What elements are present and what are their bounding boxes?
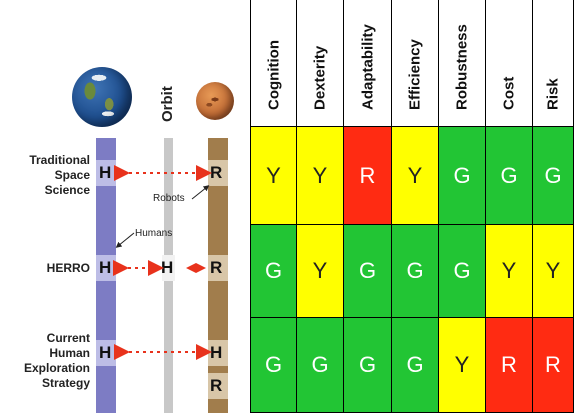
rating-cell: Y: [439, 318, 486, 413]
arrows-overlay: [113, 165, 212, 360]
rating-cell: R: [344, 127, 392, 225]
robots-pointer-icon: [191, 185, 210, 200]
rating-cell: G: [250, 225, 297, 318]
rating-cell: Y: [250, 127, 297, 225]
human-marker: H: [99, 258, 112, 277]
orbit-band-2: [162, 255, 175, 281]
human-marker: H: [99, 343, 112, 362]
earth-band-1: [96, 160, 116, 186]
rating-cell: Y: [297, 127, 344, 225]
column-header-label: Cognition: [265, 40, 282, 110]
header-divider: [250, 126, 574, 127]
mars-band-3: [208, 340, 228, 366]
robot-marker: R: [210, 258, 223, 277]
column-header-label: Robustness: [453, 24, 471, 110]
rating-cell: G: [297, 318, 344, 413]
rating-cell: Y: [533, 225, 574, 318]
column-header-label: Dexterity: [311, 45, 329, 110]
row-label-traditional: Traditional Space Science: [29, 153, 90, 197]
diamond-arrow-icon: [186, 263, 206, 273]
rating-cell: G: [344, 318, 392, 413]
column-header-label: Efficiency: [406, 39, 424, 110]
human-marker: H: [99, 163, 112, 182]
rating-cell: G: [250, 318, 297, 413]
row-label-herro: HERRO: [46, 261, 90, 275]
column-header-label: Risk: [544, 78, 562, 110]
humans-pointer-icon: [115, 232, 135, 248]
rating-cell: Y: [392, 127, 439, 225]
rating-cell: G: [486, 127, 533, 225]
earth-image: [72, 67, 132, 127]
column-header-dexterity: Dexterity: [297, 0, 344, 127]
rating-cell: G: [344, 225, 392, 318]
row-label-current: Current Human Exploration Strategy: [23, 331, 90, 390]
column-header-cognition: Cognition: [250, 0, 297, 127]
rating-cell: G: [439, 225, 486, 318]
rating-cell: G: [439, 127, 486, 225]
rating-cell: G: [392, 318, 439, 413]
column-header-efficiency: Efficiency: [392, 0, 439, 127]
robot-marker: R: [210, 376, 223, 395]
rating-cell: G: [392, 225, 439, 318]
assessment-table: Cognition Y G G Dexterity Y Y G Adaptability R G G E…: [250, 0, 574, 413]
mars-band-3b: [208, 373, 228, 399]
humans-annotation: Humans: [135, 228, 173, 239]
earth-band-3: [96, 340, 116, 366]
rating-cell: R: [486, 318, 533, 413]
rating-cell: G: [533, 127, 574, 225]
column-header-label: Adaptability: [359, 24, 376, 110]
rating-cell: Y: [486, 225, 533, 318]
column-header-label: Cost: [500, 76, 518, 110]
rating-cell: Y: [297, 225, 344, 318]
earth-band-2: [96, 255, 116, 281]
column-header-robustness: Robustness: [439, 0, 486, 127]
mars-band-1: [208, 160, 228, 186]
column-header-adaptability: Adaptability: [344, 0, 392, 127]
mars-image: [196, 82, 234, 120]
rating-cell: R: [533, 318, 574, 413]
robots-annotation: Robots: [153, 193, 185, 204]
mars-band-2: [208, 255, 228, 281]
robot-marker: R: [210, 163, 223, 182]
human-marker: H: [210, 343, 223, 362]
human-marker: H: [161, 258, 174, 277]
scenario-illustration: Orbit Traditional Space Science HERRO Curr…: [0, 0, 250, 413]
column-header-cost: Cost: [486, 0, 533, 127]
column-header-risk: Risk: [533, 0, 574, 127]
